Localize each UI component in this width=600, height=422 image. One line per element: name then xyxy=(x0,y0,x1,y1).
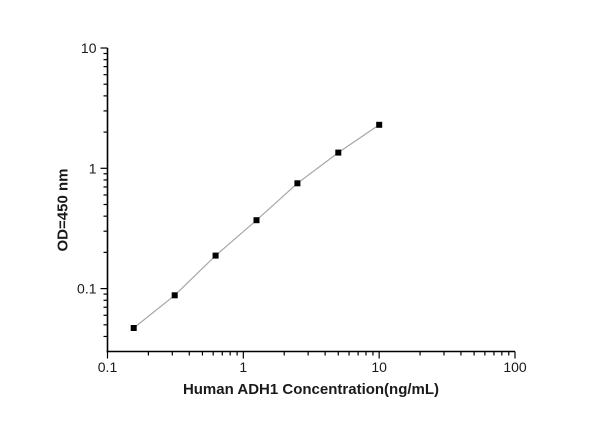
data-point xyxy=(376,121,383,128)
y-tick-label: 0.1 xyxy=(77,281,97,297)
y-tick-label: 10 xyxy=(81,40,97,56)
x-axis-title: Human ADH1 Concentration(ng/mL) xyxy=(182,381,440,398)
data-point xyxy=(212,252,219,259)
data-point xyxy=(171,292,178,299)
data-point xyxy=(130,325,137,331)
x-tick-label: 0.1 xyxy=(98,359,118,375)
data-point xyxy=(335,149,342,156)
y-tick-label: 1 xyxy=(89,160,97,176)
x-tick-label: 1 xyxy=(239,359,247,375)
x-tick-label: 100 xyxy=(503,359,527,375)
y-axis-title: OD=450 nm xyxy=(54,168,72,252)
x-tick-label: 10 xyxy=(371,359,387,375)
data-point xyxy=(294,180,301,187)
series-line xyxy=(133,124,380,329)
data-point xyxy=(253,217,260,224)
